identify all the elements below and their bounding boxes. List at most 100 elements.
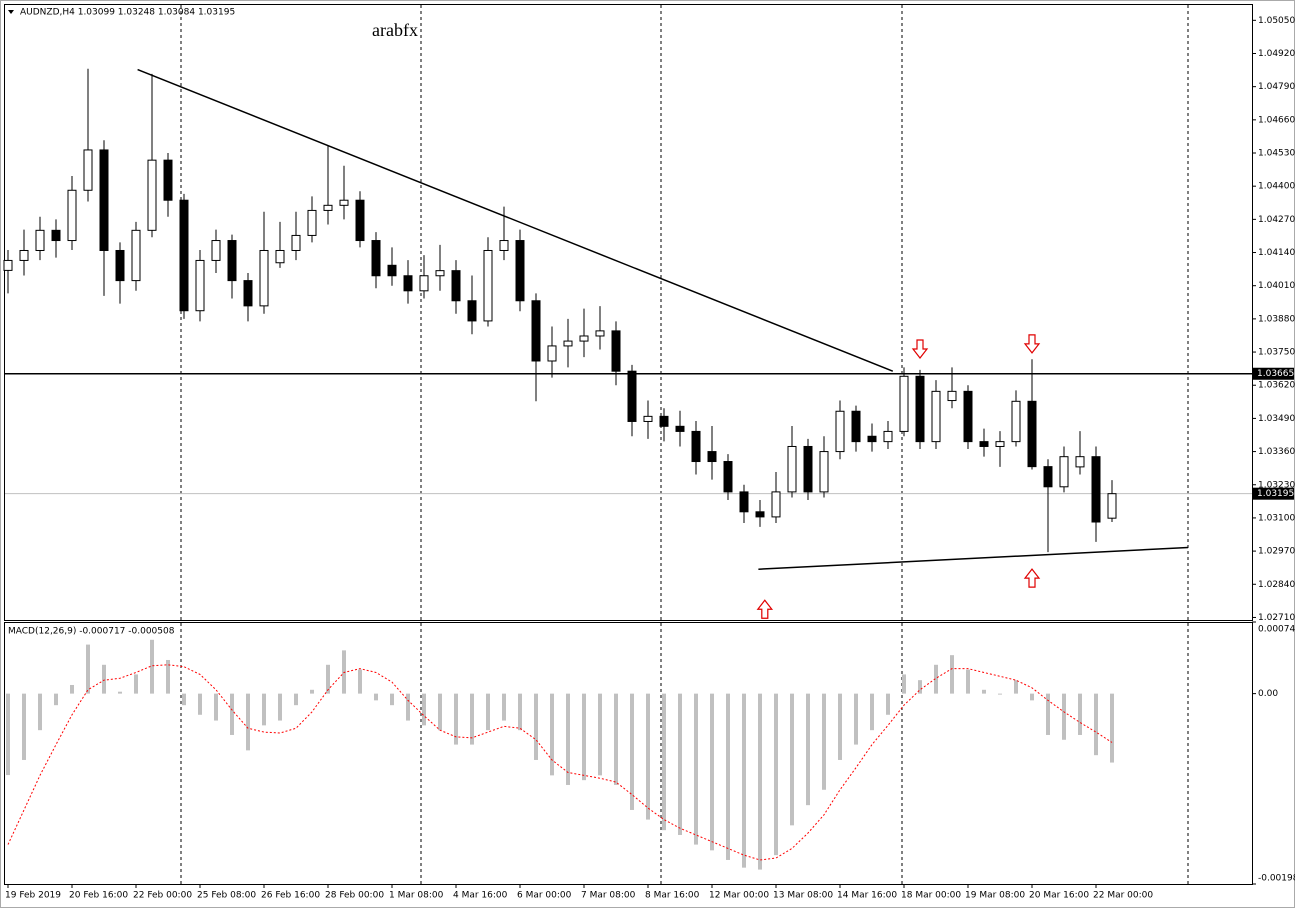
candle-body bbox=[1027, 400, 1037, 468]
x-tick-label: 19 Feb 2019 bbox=[5, 891, 61, 901]
macd-bar bbox=[326, 664, 330, 694]
macd-bar bbox=[134, 674, 138, 694]
candle-body bbox=[131, 229, 141, 282]
macd-bar bbox=[150, 639, 154, 694]
watermark: arabfx bbox=[372, 20, 418, 40]
candle-body bbox=[19, 249, 29, 261]
x-tick-label: 22 Feb 00:00 bbox=[133, 891, 192, 901]
x-tick-label: 1 Mar 08:00 bbox=[389, 891, 444, 901]
y-tick-label: -0.001980 bbox=[1258, 874, 1295, 884]
macd-bar bbox=[806, 693, 810, 806]
candle-body bbox=[467, 300, 477, 322]
macd-bar bbox=[294, 693, 298, 706]
candle-body bbox=[659, 415, 669, 427]
macd-bar bbox=[454, 693, 458, 745]
macd-bar bbox=[854, 693, 858, 745]
macd-bar bbox=[982, 689, 986, 694]
candle-body bbox=[451, 270, 461, 302]
x-tick-label: 4 Mar 16:00 bbox=[453, 891, 508, 901]
candle-body bbox=[691, 430, 701, 463]
macd-bar bbox=[310, 689, 314, 694]
candle-body bbox=[259, 249, 269, 307]
macd-bar bbox=[838, 693, 842, 760]
macd-bar bbox=[1046, 693, 1050, 735]
macd-bar bbox=[38, 693, 42, 731]
arrow bbox=[1023, 568, 1041, 588]
macd-bar bbox=[358, 669, 362, 694]
x-tick-label: 6 Mar 00:00 bbox=[517, 891, 572, 901]
macd-bar bbox=[742, 693, 746, 868]
macd-bar bbox=[1030, 693, 1034, 701]
candle-body bbox=[627, 370, 637, 422]
candle-body bbox=[179, 199, 189, 312]
candle-body bbox=[579, 335, 589, 342]
candle-body bbox=[803, 445, 813, 493]
x-tick-label: 18 Mar 00:00 bbox=[901, 891, 961, 901]
y-tick-label: 1.04920 bbox=[1258, 49, 1295, 59]
macd-title: MACD(12,26,9) -0.000717 -0.000508 bbox=[8, 627, 175, 637]
macd-bar bbox=[438, 693, 442, 731]
macd-bar bbox=[598, 693, 602, 776]
candle-body bbox=[931, 390, 941, 443]
chart-title: AUDNZD,H4 1.03099 1.03248 1.03084 1.0319… bbox=[20, 8, 235, 18]
macd-bar bbox=[678, 693, 682, 835]
candle-body bbox=[35, 229, 45, 251]
macd-bar bbox=[662, 693, 666, 831]
macd-bar bbox=[230, 693, 234, 735]
macd-bar bbox=[1110, 693, 1114, 763]
macd-bar bbox=[1094, 693, 1098, 756]
candle-body bbox=[963, 390, 973, 443]
candle-body bbox=[483, 249, 493, 322]
candle-body bbox=[1059, 456, 1069, 488]
candle-body bbox=[51, 229, 61, 242]
macd-bar bbox=[1062, 693, 1066, 740]
macd-bar bbox=[166, 659, 170, 694]
price-tag-label: 1.03665 bbox=[1257, 369, 1294, 379]
candle-body bbox=[371, 240, 381, 277]
y-tick-label: 1.03490 bbox=[1258, 414, 1295, 424]
candle-body bbox=[899, 375, 909, 432]
y-tick-label: 1.03360 bbox=[1258, 447, 1295, 457]
y-tick-label: 1.03620 bbox=[1258, 381, 1295, 391]
candle-body bbox=[611, 330, 621, 372]
x-tick-label: 12 Mar 00:00 bbox=[709, 891, 769, 901]
macd-bar bbox=[118, 691, 122, 694]
candle-body bbox=[675, 425, 685, 432]
macd-bar bbox=[246, 693, 250, 751]
y-tick-label: 1.03750 bbox=[1258, 348, 1295, 358]
macd-bar bbox=[262, 693, 266, 726]
candle-body bbox=[1011, 400, 1021, 443]
candle-body bbox=[211, 240, 221, 261]
candle-body bbox=[947, 390, 957, 402]
candle-body bbox=[787, 445, 797, 493]
candle-body bbox=[1107, 493, 1117, 519]
signal-line bbox=[7, 664, 1113, 861]
macd-bar bbox=[822, 693, 826, 790]
macd-bar bbox=[6, 693, 10, 776]
candle-body bbox=[1075, 456, 1085, 468]
candle-body bbox=[419, 275, 429, 292]
x-tick-label: 20 Feb 16:00 bbox=[69, 891, 128, 901]
candle-body bbox=[323, 204, 333, 211]
macd-bar bbox=[54, 693, 58, 706]
candle-body bbox=[819, 451, 829, 493]
macd-bar bbox=[486, 693, 490, 731]
y-tick-label: 1.04790 bbox=[1258, 82, 1295, 92]
candle-body bbox=[835, 410, 845, 453]
candle-body bbox=[275, 249, 285, 264]
price-tag bbox=[1253, 367, 1294, 380]
arrow bbox=[756, 599, 774, 619]
candle-body bbox=[851, 410, 861, 443]
macd-bar bbox=[278, 693, 282, 721]
y-tick-label: 1.04530 bbox=[1258, 149, 1295, 159]
macd-bar bbox=[1078, 693, 1082, 735]
y-tick-label: 1.02840 bbox=[1258, 580, 1295, 590]
candle-body bbox=[995, 441, 1005, 447]
candle-body bbox=[595, 330, 605, 337]
arrow bbox=[1023, 334, 1041, 354]
candle-body bbox=[163, 159, 173, 201]
macd-bar bbox=[502, 693, 506, 721]
candle-body bbox=[307, 209, 317, 236]
candle-body bbox=[1091, 456, 1101, 523]
